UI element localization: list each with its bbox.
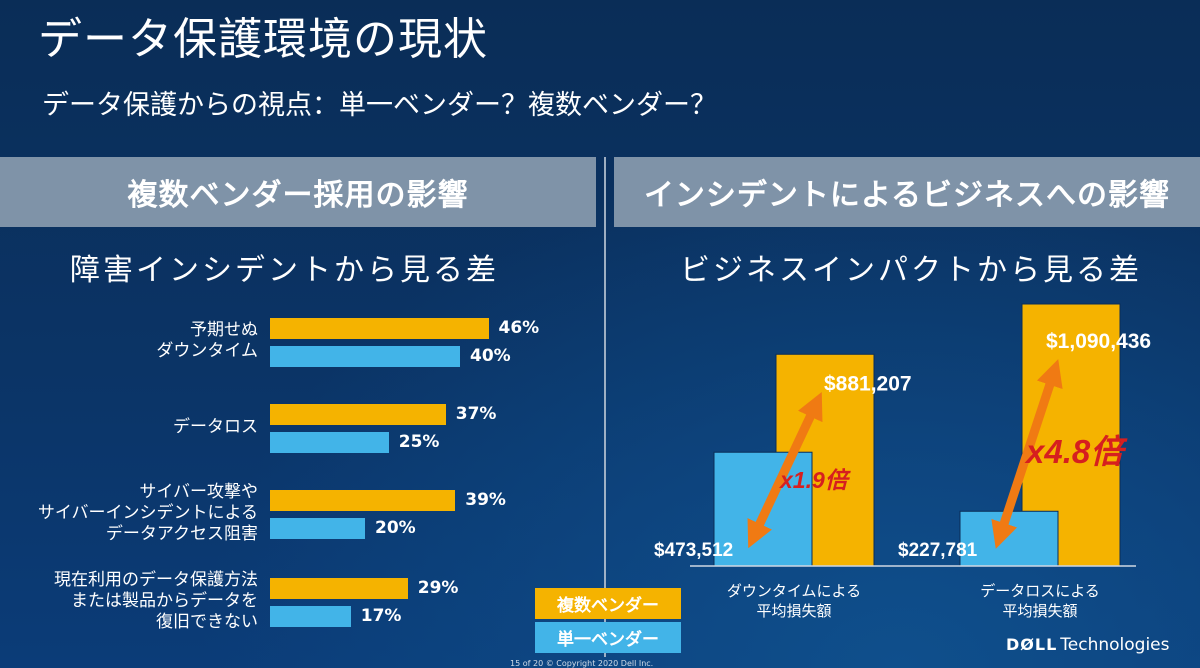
category-label: ダウンタイムによる [727, 582, 861, 600]
bar-value-label: $881,207 [824, 372, 912, 395]
bar-single-vendor [270, 432, 389, 453]
bar-multi-vendor [270, 490, 456, 511]
bar-value-label: $227,781 [898, 540, 978, 561]
bar-value-label: 29% [417, 578, 459, 598]
dell-wordmark: DØLL [1006, 635, 1058, 654]
double-arrow-icon [747, 392, 823, 549]
bar-value-label: $1,090,436 [1046, 330, 1151, 353]
left-chart-title: 障害インシデントから見る差 [70, 253, 499, 288]
legend-multi-vendor: 複数ベンダー [535, 588, 681, 619]
bar-value-label: 46% [498, 318, 540, 338]
bar-multi-vendor [270, 318, 489, 339]
category-label: サイバー攻撃や サイバーインシデントによる データアクセス阻害 [37, 481, 258, 544]
category-label: 平均損失額 [1002, 602, 1077, 620]
category-label: 予期せぬ ダウンタイム [156, 320, 258, 361]
double-arrow-icon [991, 359, 1063, 549]
dell-technologies-logo: DØLL Technologies [1006, 637, 1170, 654]
category-label: 平均損失額 [756, 602, 831, 620]
bar-single-vendor [270, 346, 460, 367]
right-chart-title: ビジネスインパクトから見る差 [680, 253, 1142, 288]
vertical-bar-chart: $881,207$473,512x1.9倍ダウンタイムによる平均損失額$1,09… [654, 303, 1151, 620]
bar-value-label: $473,512 [654, 540, 733, 561]
multiplier-label: x4.8倍 [1024, 433, 1128, 470]
bar-single-vendor [270, 518, 365, 539]
panel-divider [604, 157, 606, 657]
bar-multi-vendor [270, 578, 408, 599]
technologies-wordmark: Technologies [1060, 635, 1170, 655]
category-label: データロス [173, 416, 258, 437]
bar-value-label: 39% [465, 490, 506, 510]
bar-value-label: 25% [398, 432, 440, 452]
page-title: データ保護環境の現状 [38, 14, 488, 65]
page-subtitle: データ保護からの視点：単一ベンダー？複数ベンダー？ [42, 90, 717, 121]
footer-copyright: 15 of 20 © Copyright 2020 Dell Inc. [510, 659, 654, 668]
right-panel-header: インシデントによるビジネスへの影響 [614, 157, 1200, 227]
bar-multi-vendor [270, 404, 446, 425]
multiplier-label: x1.9倍 [778, 467, 852, 493]
left-panel-header: 複数ベンダー採用の影響 [0, 157, 596, 227]
bar-value-label: 40% [470, 346, 511, 366]
bar-value-label: 17% [360, 606, 402, 626]
bar-single-vendor [270, 606, 351, 627]
category-label: データロスによる [980, 582, 1100, 600]
legend-single-vendor: 単一ベンダー [535, 622, 681, 653]
category-label: 現在利用のデータ保護方法 または製品からデータを 復旧できない [54, 569, 258, 632]
bar-value-label: 20% [375, 518, 416, 538]
bar-value-label: 37% [455, 404, 497, 424]
